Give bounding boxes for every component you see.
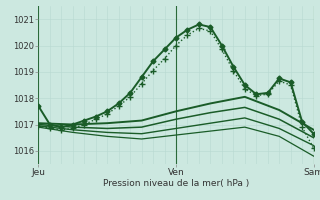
X-axis label: Pression niveau de la mer( hPa ): Pression niveau de la mer( hPa ) bbox=[103, 179, 249, 188]
